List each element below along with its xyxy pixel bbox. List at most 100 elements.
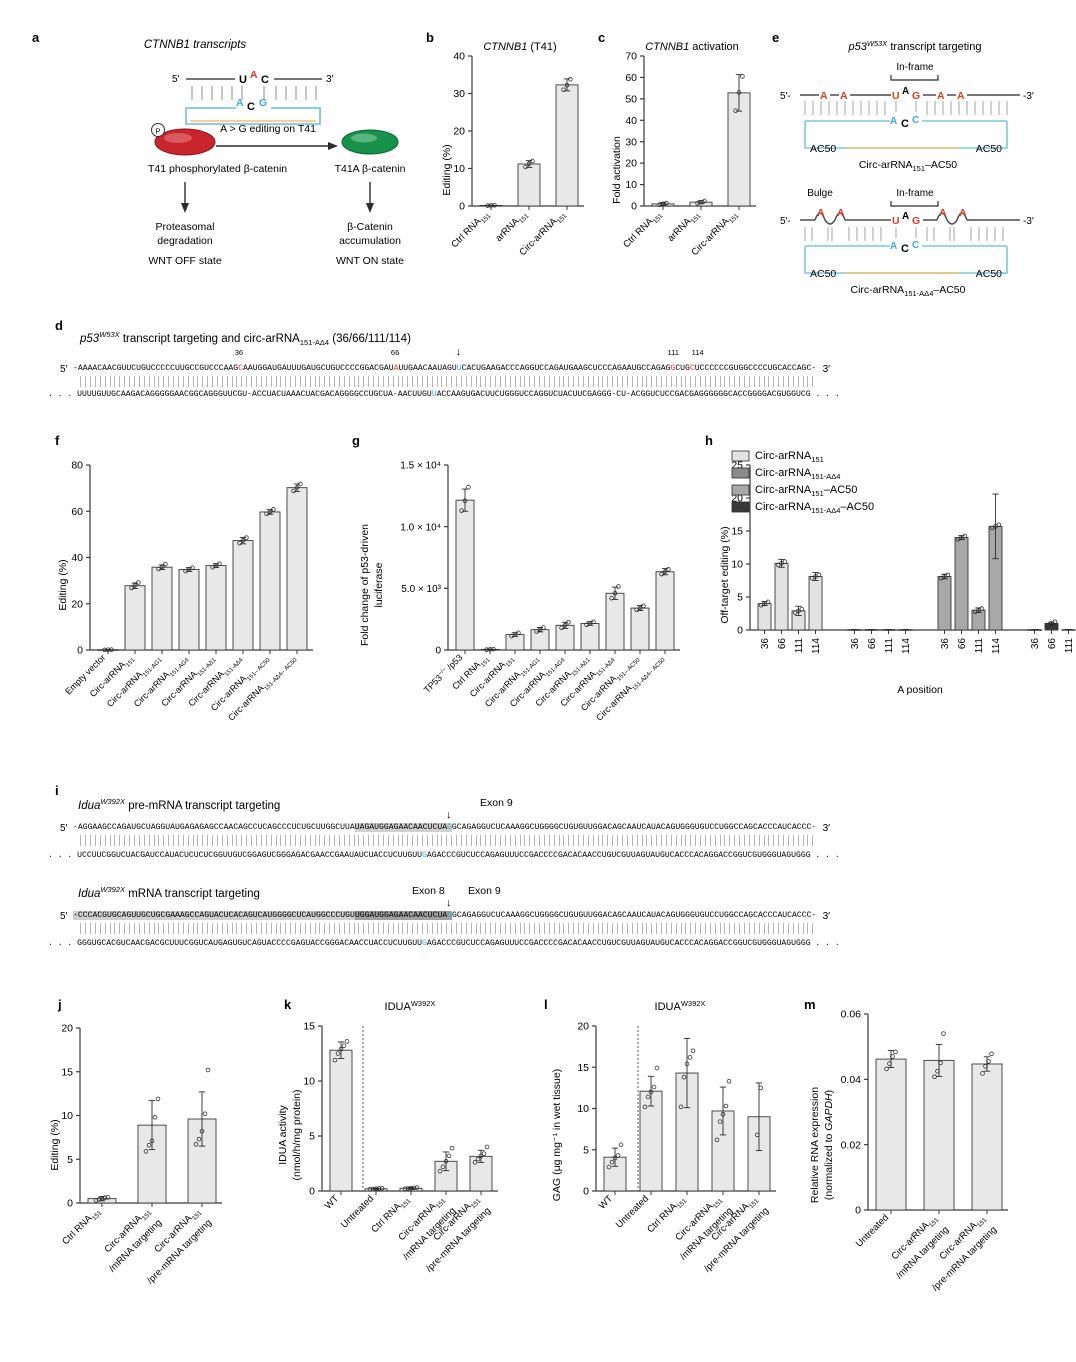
panel-e-diagram: p53W53X transcript targeting In-frame 5′… (780, 39, 1034, 298)
panel-k-ylabel-1: IDUA activity (277, 1104, 289, 1164)
data-point (733, 108, 738, 113)
data-point (740, 74, 745, 79)
d-three-prime: 3′ (822, 364, 831, 375)
y-tick-label: 0 (737, 625, 743, 637)
inframe-label-2: In-frame (896, 188, 934, 199)
i2-title-sup: W392X (100, 885, 125, 894)
data-point (530, 158, 535, 164)
x-tick-position: 111 (884, 638, 895, 654)
y-tick-label: 15 (303, 1021, 315, 1033)
e2-three-prime: -3′ (1023, 216, 1034, 227)
bar (937, 576, 952, 631)
panel-a-diagram: CTNNB1 transcripts 5′ U A C 3′ A C G (144, 39, 406, 267)
data-point (526, 161, 532, 166)
data-point (512, 632, 518, 637)
panel-k-ylabel-2: (nmol/h/mg protein) (291, 1089, 303, 1180)
inframe-label-1: In-frame (896, 62, 934, 73)
data-point (684, 1061, 690, 1067)
panel-c-chart: CTNNB1 activation 0 10 20 30 40 50 60 70 Fold a… (611, 41, 756, 258)
panel-f-ylabel: Editing (%) (57, 559, 69, 610)
bar (455, 499, 475, 651)
data-point (370, 1186, 376, 1192)
data-point (491, 646, 496, 652)
x-tick-position: 36 (850, 638, 861, 650)
y-tick-label: 0 (309, 1186, 315, 1198)
i2-title-italic: Idua (78, 887, 101, 900)
data-point (478, 1153, 484, 1159)
data-point (484, 1144, 490, 1150)
i2-three-prime: 3′ (822, 911, 831, 922)
data-point (591, 619, 596, 625)
data-point (344, 1039, 350, 1044)
d-bottom-sequence: . . . UUUUGUUGCAAGACAGGGGGAACGGCAGGGUUCG… (48, 390, 840, 399)
bar (923, 1059, 955, 1211)
e1-base-U: U (892, 90, 900, 102)
i1-five-prime: 5′ (60, 823, 68, 834)
panel-m-chart: 00.020.040.06UntreatedCirc-arRNA151/mRNA… (809, 1009, 1008, 1293)
data-point (717, 1119, 723, 1124)
base-A-blue: A (236, 97, 244, 109)
y-tick-label: 10 (453, 163, 465, 175)
y-tick-label: 30 (625, 136, 637, 148)
data-point (99, 1196, 105, 1201)
data-point (612, 590, 618, 596)
y-tick-label: 20 (625, 158, 637, 170)
data-point (414, 1185, 420, 1190)
i1-exon9-label: Exon 9 (480, 797, 513, 809)
panel-h-xlabel: A position (897, 684, 943, 696)
y-tick-label: 10 (625, 179, 637, 191)
x-tick-label: Ctrl RNA151 (60, 1205, 104, 1249)
y-tick-label: 40 (625, 115, 637, 127)
base-U: U (239, 74, 247, 86)
data-point (799, 606, 805, 612)
data-point (564, 82, 570, 88)
panel-k-label: k (284, 997, 292, 1012)
d-top-sequence: -AAAACAACGUUCUGUCCCCCUUGCCGUCCCAAGCAAUGG… (73, 364, 817, 373)
data-point (93, 1198, 99, 1203)
bar (605, 592, 625, 651)
three-prime-label: 3′ (326, 74, 334, 85)
i2-exon8-label: Exon 8 (412, 885, 445, 897)
bar (655, 571, 675, 651)
panel-m: m 0 0.02 0.04 0.06 Untreated Circ-arRNA151/mR… (800, 985, 1076, 1325)
data-point (654, 1065, 660, 1071)
data-point (678, 1104, 684, 1110)
e2-name: Circ-arRNA151-AΔ4–AC50 (851, 284, 966, 298)
data-point (237, 540, 242, 546)
e2-base-G: G (912, 215, 920, 227)
data-point (202, 1111, 208, 1117)
data-point (152, 1114, 158, 1120)
bulge-label: Bulge (807, 188, 833, 199)
y-tick-label: 10 (731, 559, 743, 571)
x-tick-position: 66 (777, 638, 788, 650)
panel-e-title: p53W53X transcript targeting (848, 39, 982, 53)
data-point (641, 603, 646, 609)
data-point (459, 508, 464, 513)
data-point (193, 1142, 199, 1147)
y-tick-label: 15 (731, 526, 743, 538)
panel-m-ylabel-2: (normalized to GAPDH) (823, 1090, 835, 1200)
d-title-sup: W53X (99, 330, 120, 339)
data-point (338, 1046, 344, 1052)
data-point (466, 484, 471, 490)
data-point (332, 1057, 338, 1063)
data-point (217, 561, 222, 567)
e2-base-A-center: A (902, 211, 909, 222)
y-tick-label: 40 (71, 552, 83, 564)
y-tick-label: 20 (71, 598, 83, 610)
i1-top-sequence: -AGGAAGCCAGAUGCUAGGUAUGAGAGAGCCAACAGCCUC… (73, 823, 817, 832)
data-point (155, 1096, 161, 1102)
data-point (96, 1197, 102, 1202)
panel-k-title: IDUAW392X (385, 999, 436, 1013)
e2-ac50-left: AC50 (810, 268, 836, 280)
data-point (484, 647, 489, 652)
y-tick-label: 0 (855, 1205, 861, 1217)
data-point (205, 1067, 211, 1073)
legend-label: Circ-arRNA151-AΔ4 (755, 467, 840, 481)
i1-three-prime: 3′ (822, 823, 831, 834)
data-point (887, 1061, 892, 1066)
data-point (637, 605, 643, 611)
data-point (983, 1063, 988, 1069)
bar (205, 565, 227, 651)
